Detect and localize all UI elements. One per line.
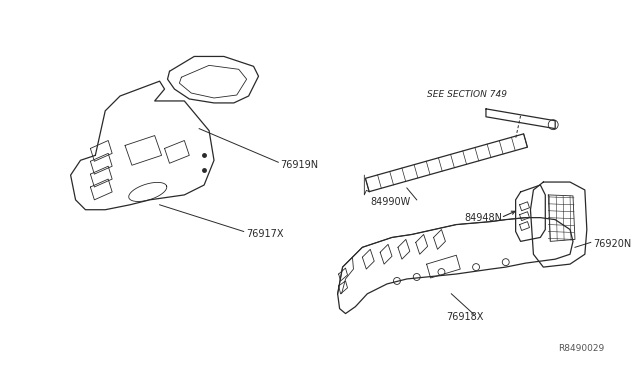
Text: R8490029: R8490029 <box>558 344 605 353</box>
Text: SEE SECTION 749: SEE SECTION 749 <box>427 90 507 99</box>
Text: 76918X: 76918X <box>447 311 484 321</box>
Text: 76920N: 76920N <box>593 239 631 249</box>
Text: 76919N: 76919N <box>280 160 318 170</box>
Text: 84948N: 84948N <box>464 213 502 223</box>
Text: 76917X: 76917X <box>246 230 284 240</box>
Text: 84990W: 84990W <box>371 197 410 207</box>
